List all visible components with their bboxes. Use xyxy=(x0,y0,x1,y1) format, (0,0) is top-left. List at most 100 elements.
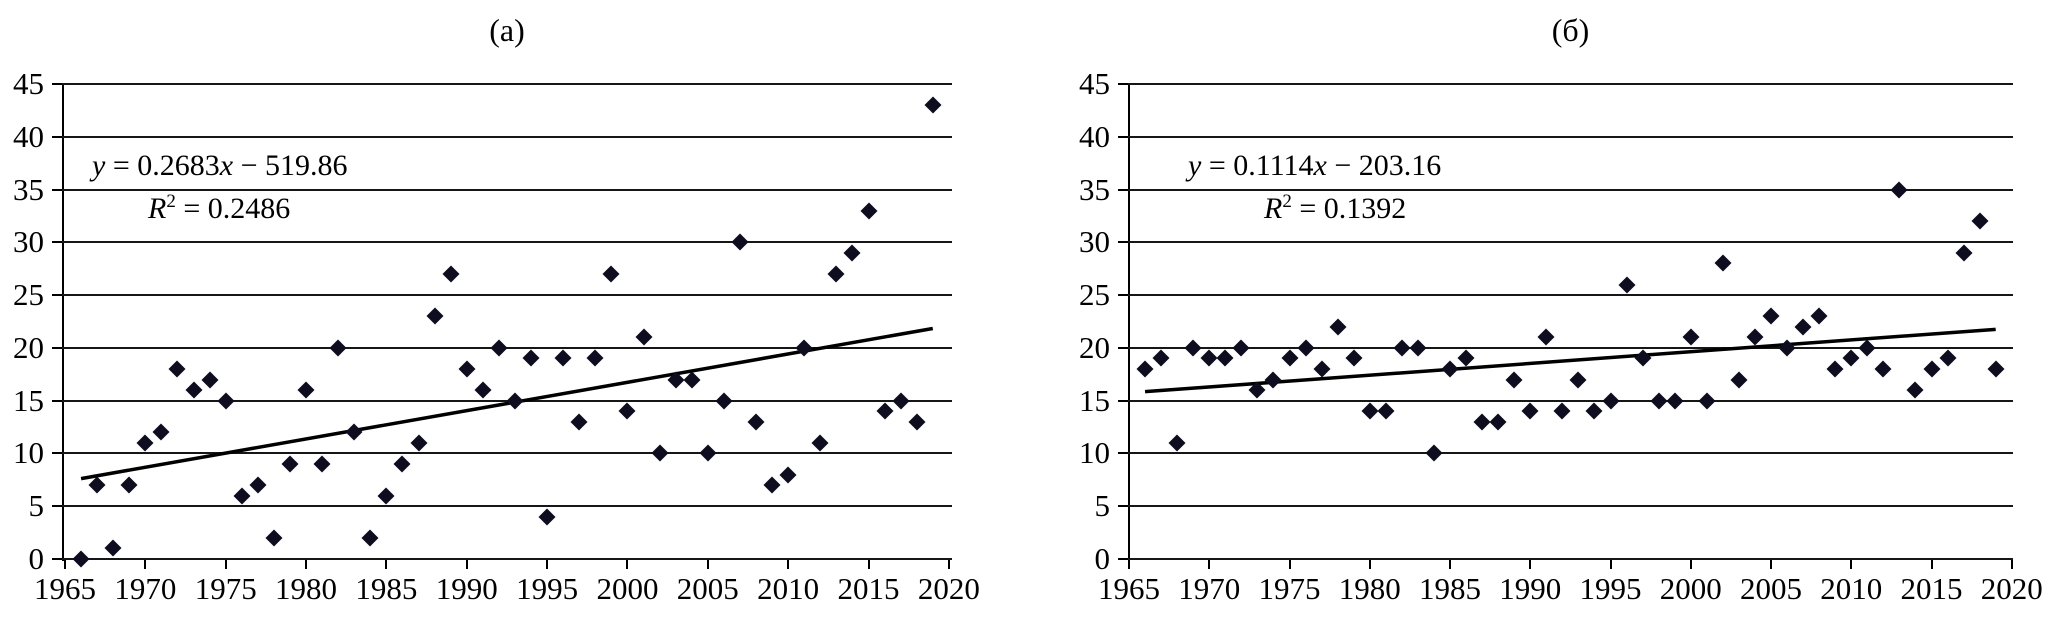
x-axis-tick-label: 1965 xyxy=(34,571,96,606)
y-axis-tick xyxy=(52,135,62,138)
gridline xyxy=(62,241,952,244)
gridline xyxy=(1128,135,2013,138)
x-axis-tick-label: 2005 xyxy=(1740,571,1802,606)
x-axis-tick xyxy=(465,560,468,569)
x-axis-tick-label: 1980 xyxy=(1338,571,1401,606)
gridline xyxy=(62,135,952,138)
equation-text: y = 0.2683x − 519.86 xyxy=(92,149,348,182)
x-axis-tick xyxy=(385,560,388,569)
y-axis-tick-label: 40 xyxy=(1079,118,1110,154)
x-axis-tick xyxy=(947,560,950,569)
y-axis-tick xyxy=(1118,452,1128,455)
y-axis-tick-label: 25 xyxy=(1079,277,1110,313)
y-axis-line xyxy=(62,83,64,561)
x-axis-tick-label: 2000 xyxy=(596,571,659,606)
x-axis-tick xyxy=(1208,560,1211,569)
y-axis-tick-label: 40 xyxy=(13,118,44,154)
r-squared-text: R2 = 0.1392 xyxy=(1264,191,1407,225)
x-axis-tick-label: 1985 xyxy=(355,571,418,606)
x-axis-tick xyxy=(1128,560,1130,569)
y-axis-tick xyxy=(52,399,62,402)
x-axis-tick-label: 2010 xyxy=(757,571,820,606)
panel-a-title: (а) xyxy=(489,12,525,48)
y-axis-tick xyxy=(1118,346,1128,349)
y-axis-tick xyxy=(1118,241,1128,244)
gridline xyxy=(1128,241,2013,244)
x-axis-tick xyxy=(546,560,549,569)
y-axis-tick-label: 10 xyxy=(13,435,44,471)
x-axis-tick-label: 2005 xyxy=(676,571,739,606)
gridline xyxy=(1128,83,2013,85)
y-axis-tick xyxy=(1118,399,1128,402)
gridline xyxy=(62,294,952,297)
plot-area-b: 0 5 10 15 20 25 30 35 40 45 1965 1970 1975 1980 1985 19… xyxy=(1079,66,2043,606)
x-axis-tick-label: 1990 xyxy=(1499,571,1562,606)
equation-text: y = 0.1114x − 203.16 xyxy=(1188,149,1442,182)
r-squared-text: R2 = 0.2486 xyxy=(148,191,291,225)
y-axis-tick-label: 45 xyxy=(13,66,44,101)
trend-equation-a: y = 0.2683x − 519.86 R2 = 0.2486 xyxy=(92,148,348,227)
gridline xyxy=(1128,399,2013,402)
x-axis-tick xyxy=(867,560,870,569)
x-axis-tick xyxy=(626,560,629,569)
x-axis-tick-label: 1970 xyxy=(1178,571,1241,606)
x-axis-tick xyxy=(706,560,709,569)
x-axis-tick-label: 1980 xyxy=(275,571,338,606)
x-axis-tick-label: 1965 xyxy=(1098,571,1160,606)
gridline xyxy=(1128,558,2013,560)
gridline xyxy=(62,558,952,560)
gridline xyxy=(1128,505,2013,508)
y-axis-tick-label: 0 xyxy=(28,541,45,576)
y-axis-tick-label: 10 xyxy=(1079,435,1110,471)
gridline xyxy=(1128,188,2013,191)
y-axis-tick-label: 0 xyxy=(1094,541,1111,576)
x-axis-tick-label: 2020 xyxy=(917,571,980,606)
x-axis-tick xyxy=(2010,560,2013,569)
x-axis-tick-label: 1990 xyxy=(435,571,498,606)
x-axis-tick xyxy=(224,560,227,569)
x-axis-tick-label: 2000 xyxy=(1659,571,1722,606)
gridline xyxy=(1128,346,2013,349)
gridline xyxy=(1128,452,2013,455)
x-axis-tick-label: 1995 xyxy=(516,571,579,606)
x-axis-tick xyxy=(144,560,147,569)
gridline xyxy=(62,83,952,85)
y-axis-tick xyxy=(52,188,62,191)
x-axis-tick-label: 1985 xyxy=(1419,571,1481,606)
x-axis-tick-label: 1970 xyxy=(114,571,177,606)
x-axis-tick xyxy=(1368,560,1371,569)
y-axis-tick xyxy=(1118,505,1128,508)
y-axis-tick-label: 45 xyxy=(1079,66,1110,101)
trend-line xyxy=(80,326,934,481)
y-axis-tick xyxy=(52,294,62,297)
gridline xyxy=(1128,294,2013,297)
y-axis-tick xyxy=(1118,135,1128,138)
x-axis-tick-label: 1975 xyxy=(194,571,257,606)
gridline xyxy=(62,505,952,508)
x-axis-tick-label: 1975 xyxy=(1258,571,1321,606)
y-axis-tick xyxy=(52,346,62,349)
panel-b-title: (б) xyxy=(1551,12,1590,48)
x-axis-tick-label: 2015 xyxy=(1900,571,1963,606)
x-axis-tick xyxy=(1288,560,1291,569)
x-axis-tick xyxy=(1609,560,1612,569)
y-axis-tick-label: 15 xyxy=(13,382,44,418)
x-axis-tick xyxy=(1529,560,1532,569)
gridline xyxy=(62,188,952,191)
y-axis-tick-label: 30 xyxy=(1079,224,1110,260)
y-axis-tick-label: 35 xyxy=(1079,171,1110,207)
x-axis-tick xyxy=(1689,560,1692,569)
y-axis-tick xyxy=(52,558,62,560)
y-axis-tick xyxy=(52,452,62,455)
x-axis-tick xyxy=(1850,560,1853,569)
y-axis-tick-label: 20 xyxy=(13,329,44,365)
y-axis-tick-label: 20 xyxy=(1079,329,1110,365)
y-axis-tick xyxy=(52,505,62,508)
y-axis-tick xyxy=(1118,188,1128,191)
y-axis-tick-label: 5 xyxy=(1094,488,1111,524)
y-axis-tick xyxy=(52,241,62,244)
y-axis-tick-label: 25 xyxy=(13,277,44,313)
y-axis-tick xyxy=(1118,294,1128,297)
y-axis-tick-label: 35 xyxy=(13,171,44,207)
